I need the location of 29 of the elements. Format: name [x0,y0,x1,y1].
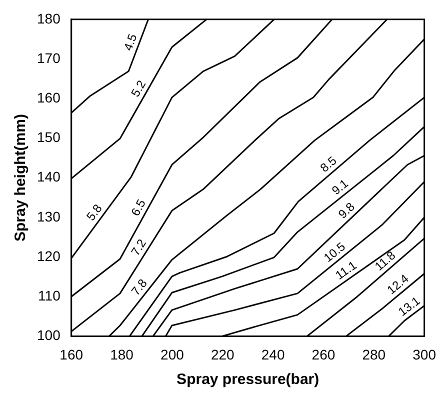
text: 4.5 [120,32,140,53]
y-tick-label: 170 [37,50,61,66]
text: 7.2 [128,236,150,258]
x-tick-label: 240 [261,346,285,362]
x-tick-label: 300 [412,346,436,362]
text: 6.5 [128,196,149,218]
x-tick-label: 180 [110,346,134,362]
y-tick-label: 110 [38,287,61,304]
x-tick-label: 260 [312,346,336,362]
y-tick-label: 160 [37,89,61,106]
y-tick-label: 120 [37,248,61,264]
text: 5.2 [128,78,149,100]
x-tick-label: 220 [210,346,235,362]
text: 9.1 [329,176,352,198]
x-tick-label: 160 [60,346,84,362]
y-tick-label: 150 [37,129,61,146]
text: 9.8 [336,199,358,222]
text: 7.8 [128,276,150,298]
y-tick-label: 130 [37,208,61,224]
text: 11.8 [372,248,398,274]
y-tick-label: 140 [37,168,61,185]
y-axis-title: Spray height(mm) [12,114,30,242]
y-tick-label: 100 [37,327,61,344]
text: 8.5 [318,153,340,176]
x-tick-label: 200 [160,346,184,362]
x-axis-title: Spray pressure(bar) [176,371,320,388]
text: 5.8 [84,201,106,224]
y-tick-label: 180 [37,10,61,26]
x-tick-label: 280 [362,346,386,362]
